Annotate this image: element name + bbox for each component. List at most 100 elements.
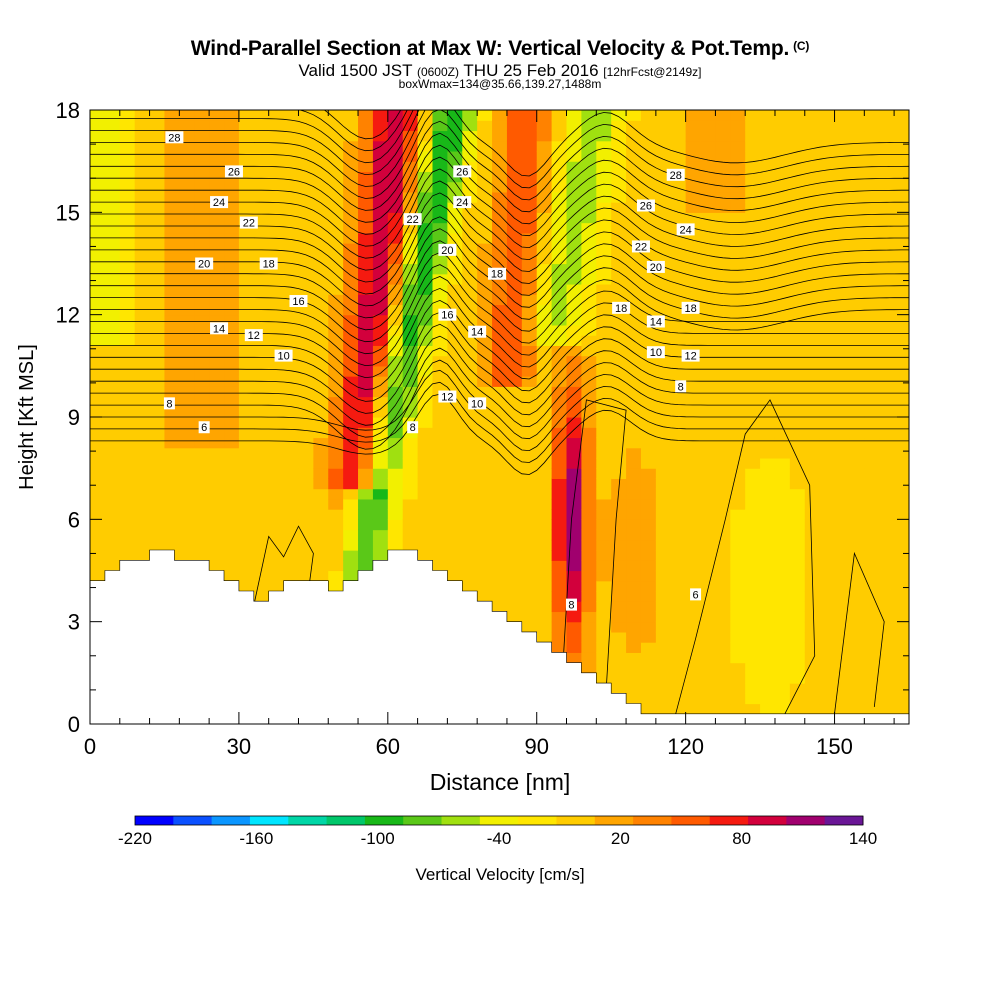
field-cell <box>566 335 582 346</box>
field-cell <box>224 386 240 398</box>
field-cell <box>224 447 240 459</box>
field-cell <box>268 324 285 336</box>
field-cell <box>506 110 523 121</box>
field-cell <box>224 498 240 510</box>
field-cell <box>894 539 909 551</box>
field-cell <box>224 365 240 377</box>
theta-label-text: 10 <box>471 398 483 410</box>
field-cell <box>149 243 166 254</box>
field-cell <box>447 365 463 377</box>
field-cell <box>819 642 836 653</box>
field-cell <box>149 437 166 449</box>
field-cell <box>194 191 210 203</box>
field-cell <box>238 560 255 572</box>
field-cell <box>730 478 746 490</box>
field-cell <box>179 396 195 408</box>
field-cell <box>834 171 851 183</box>
theta-label-text: 22 <box>635 241 647 253</box>
field-cell <box>224 253 240 265</box>
field-cell <box>581 406 597 418</box>
field-cell <box>268 478 285 490</box>
field-cell <box>358 365 374 377</box>
field-cell <box>700 478 717 490</box>
field-cell <box>402 294 419 306</box>
field-cell <box>819 263 836 275</box>
field-cell <box>268 509 285 520</box>
field-cell <box>119 427 136 439</box>
field-cell <box>670 662 687 674</box>
field-cell <box>640 253 657 265</box>
field-cell <box>611 345 627 357</box>
field-cell <box>149 488 166 500</box>
field-cell <box>372 181 389 193</box>
field-cell <box>670 693 687 705</box>
field-cell <box>238 202 255 213</box>
field-cell <box>849 447 865 459</box>
field-cell <box>179 457 195 469</box>
field-cell <box>655 550 672 561</box>
field-cell <box>566 417 582 428</box>
field-cell <box>402 273 419 285</box>
field-cell <box>640 447 657 459</box>
field-cell <box>387 181 404 193</box>
field-cell <box>551 457 568 469</box>
field-cell <box>90 120 106 132</box>
field-cell <box>745 539 761 551</box>
field-cell <box>566 621 582 633</box>
field-cell <box>253 243 270 254</box>
theta-label: 14 <box>468 325 487 339</box>
field-cell <box>566 611 582 623</box>
field-cell <box>566 539 582 551</box>
field-cell <box>477 335 493 346</box>
field-cell <box>879 253 895 265</box>
field-cell <box>819 324 836 336</box>
field-cell <box>149 150 166 162</box>
field-cell <box>864 550 880 561</box>
field-cell <box>611 294 627 306</box>
field-cell <box>804 161 821 172</box>
field-cell <box>879 283 895 295</box>
field-cell <box>670 488 687 500</box>
theta-label: 26 <box>224 165 243 178</box>
field-cell <box>328 202 344 213</box>
field-cell <box>819 590 836 602</box>
field-cell <box>611 161 627 172</box>
field-cell <box>670 611 687 623</box>
field-cell <box>492 498 508 510</box>
field-cell <box>626 417 642 428</box>
field-cell <box>104 386 121 398</box>
field-cell <box>164 324 180 336</box>
field-cell <box>894 263 909 275</box>
field-cell <box>774 560 791 572</box>
field-cell <box>119 150 136 162</box>
field-cell <box>626 529 642 541</box>
field-cell <box>804 212 821 224</box>
field-cell <box>521 150 538 162</box>
field-cell <box>104 539 121 551</box>
field-cell <box>298 232 314 244</box>
field-cell <box>387 294 404 306</box>
field-cell <box>149 396 166 408</box>
field-cell <box>745 140 761 152</box>
field-cell <box>313 283 329 295</box>
field-cell <box>834 345 851 357</box>
field-cell <box>358 232 374 244</box>
field-cell <box>313 253 329 265</box>
field-cell <box>745 355 761 367</box>
field-cell <box>849 294 865 306</box>
field-cell <box>402 386 419 398</box>
field-cell <box>611 672 627 684</box>
field-cell <box>506 529 523 541</box>
field-cell <box>789 631 806 643</box>
field-cell <box>700 212 717 224</box>
colorbar-tick-label: -220 <box>118 829 152 848</box>
field-cell <box>432 376 448 387</box>
field-cell <box>640 130 657 142</box>
field-cell <box>566 324 582 336</box>
field-cell <box>521 601 538 613</box>
field-cell <box>268 396 285 408</box>
field-cell <box>715 110 731 121</box>
field-cell <box>700 181 717 193</box>
field-cell <box>298 529 314 541</box>
field-cell <box>134 273 151 285</box>
